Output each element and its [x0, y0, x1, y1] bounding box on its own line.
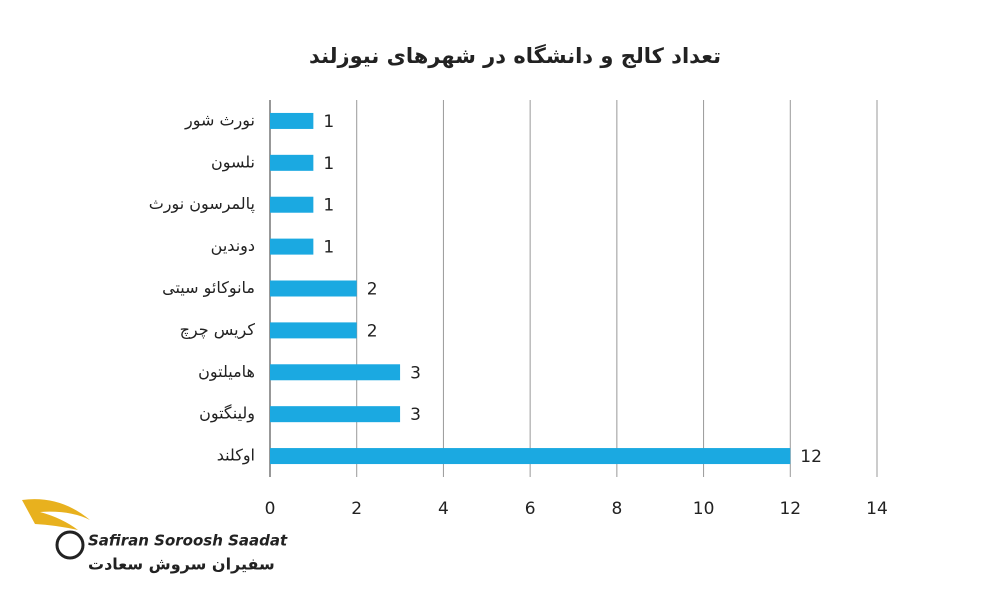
data-label: 1 — [323, 196, 334, 216]
bar — [270, 406, 401, 423]
bar — [270, 154, 314, 171]
logo: Safiran Soroosh Saadat سفیران سروش سعادت — [22, 499, 288, 574]
bar — [270, 280, 357, 297]
x-tick-label: 10 — [693, 499, 715, 519]
x-tick-label: 4 — [438, 499, 449, 519]
data-label: 12 — [800, 447, 822, 467]
chart-title: تعداد کالج و دانشگاه در شهرهای نیوزلند — [309, 43, 721, 68]
y-tick-label: هامیلتون — [198, 362, 255, 382]
y-tick-label: ولینگتون — [199, 404, 255, 424]
bar — [270, 238, 314, 255]
logo-wing — [22, 499, 90, 530]
data-label: 1 — [323, 112, 334, 132]
y-tick-label: مانوکائو سیتی — [162, 278, 255, 298]
x-tick-label: 14 — [866, 499, 888, 519]
y-tick-label: نلسون — [211, 152, 255, 172]
data-label: 3 — [410, 405, 421, 425]
bar — [270, 364, 401, 381]
bar — [270, 196, 314, 213]
bar — [270, 322, 357, 339]
data-label: 1 — [323, 154, 334, 174]
x-tick-label: 0 — [265, 499, 276, 519]
y-tick-label: اوکلند — [217, 446, 255, 466]
x-tick-label: 8 — [611, 499, 622, 519]
data-label: 1 — [323, 238, 334, 258]
x-tick-label: 2 — [351, 499, 362, 519]
logo-mark — [55, 530, 85, 560]
logo-text-en: Safiran Soroosh Saadat — [88, 532, 288, 550]
y-tick-label: دوندین — [211, 236, 255, 256]
data-label: 3 — [410, 363, 421, 383]
y-tick-label: پالمرسون نورث — [149, 194, 255, 214]
bar — [270, 112, 314, 129]
bar — [270, 448, 791, 465]
y-tick-label: نورث شور — [184, 110, 255, 130]
logo-text-fa: سفیران سروش سعادت — [88, 555, 275, 574]
x-tick-label: 6 — [525, 499, 536, 519]
data-label: 2 — [367, 280, 378, 300]
y-tick-label: کریس چرچ — [180, 320, 256, 340]
data-label: 2 — [367, 321, 378, 341]
x-tick-label: 12 — [779, 499, 801, 519]
